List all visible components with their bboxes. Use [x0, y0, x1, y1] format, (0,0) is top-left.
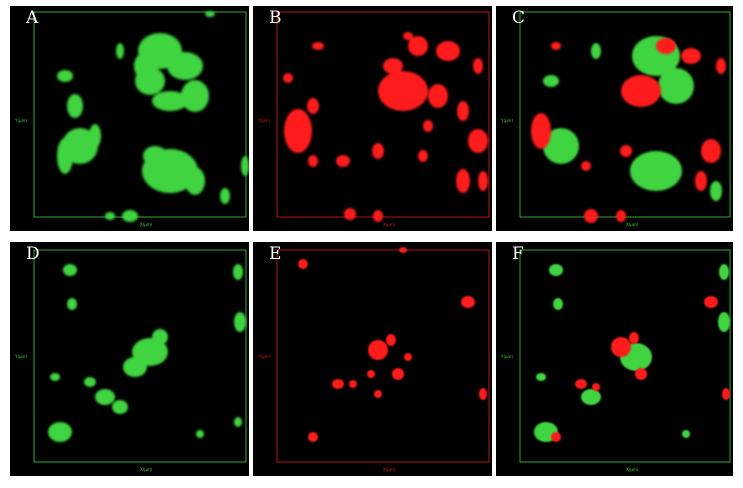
x-axis-label: X(µm)	[383, 467, 396, 472]
panel-letter: C	[512, 8, 526, 28]
panel-b: B Y(µm) X(µm)	[253, 6, 492, 231]
x-axis-label: X(µm)	[383, 222, 396, 227]
y-axis-label: Y(µm)	[258, 118, 271, 123]
panel-letter: F	[512, 244, 524, 264]
panel-a: A Y(µm) X(µm)	[10, 6, 249, 231]
panel-f: F Y(µm) X(µm)	[496, 242, 733, 476]
panel-letter: B	[269, 8, 282, 28]
micrograph-red-e	[276, 247, 490, 463]
micrograph-merge-c	[519, 11, 731, 223]
panel-e: E Y(µm) X(µm)	[253, 242, 492, 476]
micrograph-green-d	[33, 249, 247, 463]
panel-letter: E	[269, 244, 282, 264]
y-axis-label: Y(µm)	[501, 118, 514, 123]
panel-d: D Y(µm) X(µm)	[10, 242, 249, 476]
micrograph-merge-f	[519, 249, 731, 463]
x-axis-label: X(µm)	[140, 467, 153, 472]
y-axis-label: Y(µm)	[15, 118, 28, 123]
x-axis-label: X(µm)	[626, 467, 639, 472]
panel-c: C Y(µm) X(µm)	[496, 6, 733, 231]
x-axis-label: X(µm)	[626, 222, 639, 227]
panel-letter: A	[26, 8, 39, 28]
y-axis-label: Y(µm)	[258, 354, 271, 359]
panel-letter: D	[26, 244, 40, 264]
micrograph-green-a	[33, 11, 249, 222]
x-axis-label: X(µm)	[140, 222, 153, 227]
y-axis-label: Y(µm)	[15, 354, 28, 359]
micrograph-red-b	[276, 11, 490, 222]
y-axis-label: Y(µm)	[501, 354, 514, 359]
